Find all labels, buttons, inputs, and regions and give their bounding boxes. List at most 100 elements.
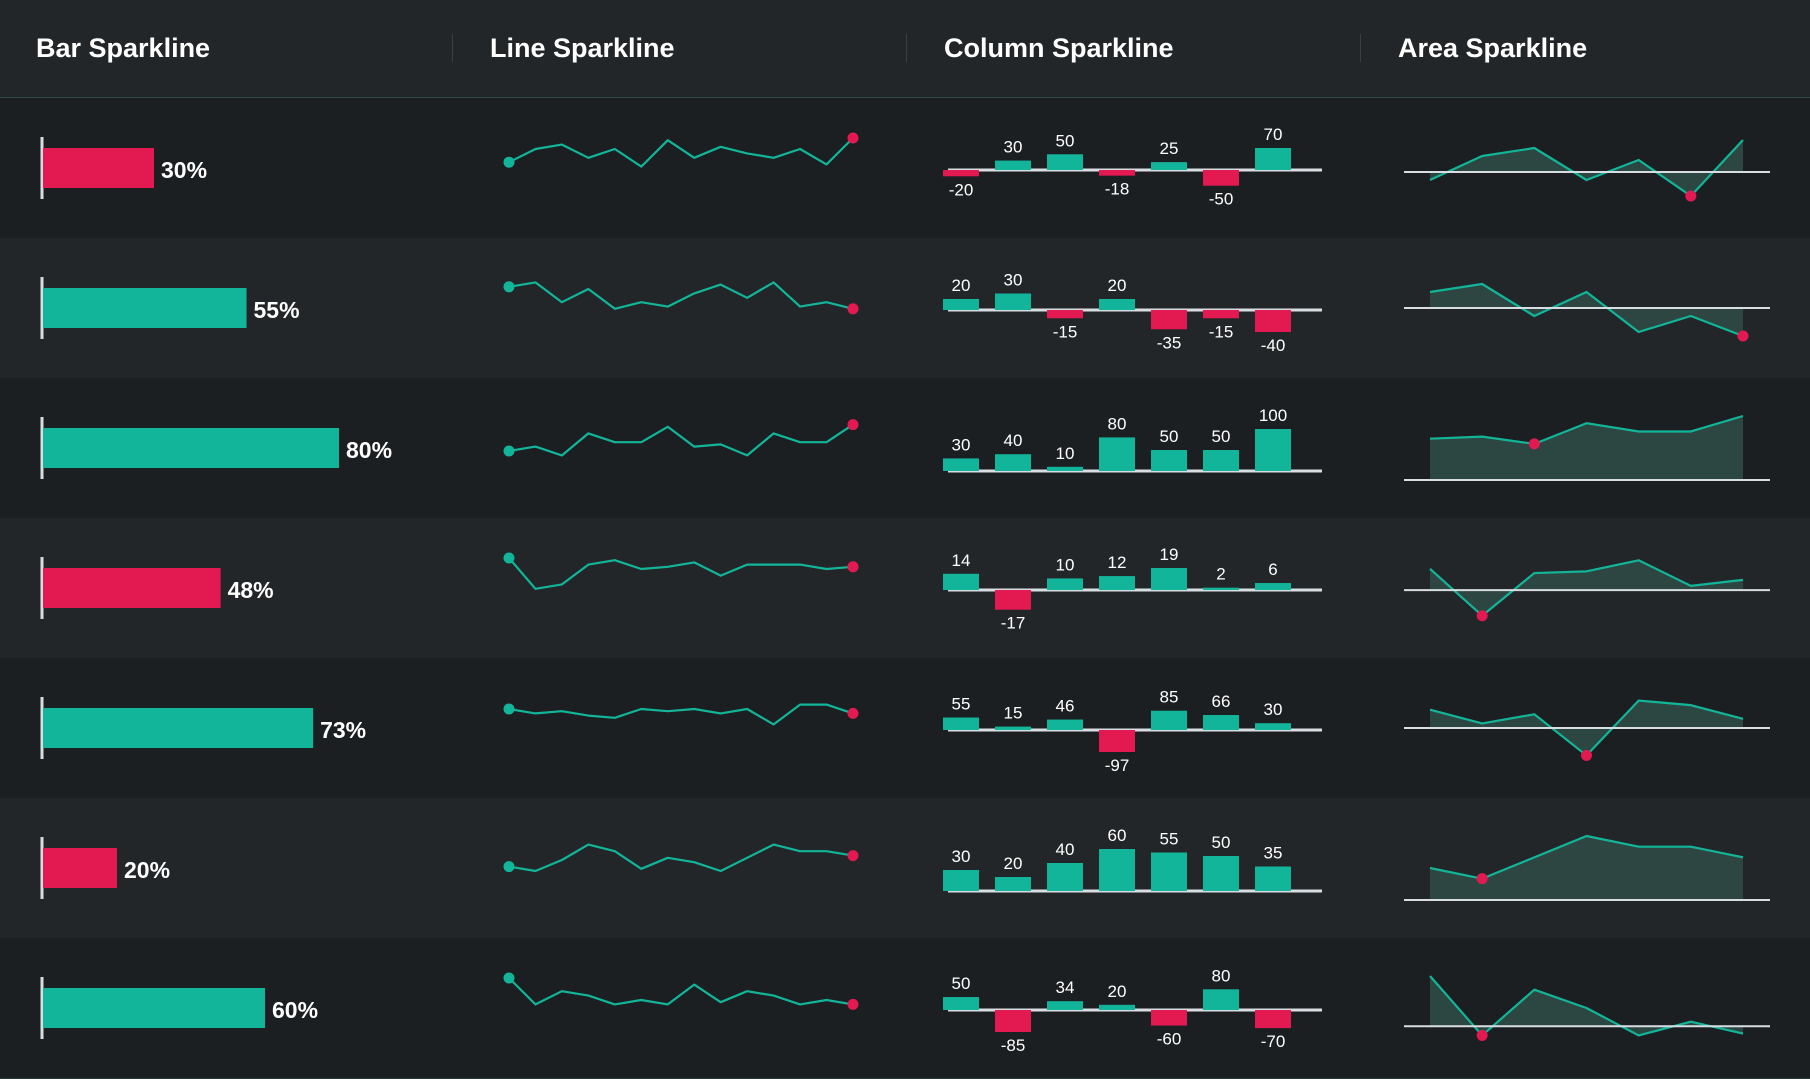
column-label: 30 (1264, 700, 1283, 719)
column-bar (1151, 568, 1187, 590)
area-marker (1737, 330, 1749, 342)
area-marker (1528, 438, 1540, 450)
area-sparkline (1404, 699, 1770, 761)
column-bar (943, 997, 979, 1010)
bar-label: 60% (272, 997, 318, 1023)
column-bar (995, 590, 1031, 610)
column-label: 80 (1212, 966, 1231, 985)
column-label: 60 (1108, 826, 1127, 845)
column-label: 50 (1212, 833, 1231, 852)
column-label: 80 (1108, 414, 1127, 433)
bar (43, 288, 247, 328)
column-bar (1255, 148, 1291, 170)
column-bar (1151, 710, 1187, 730)
line-series (508, 843, 854, 873)
header-divider (1360, 34, 1361, 62)
table-row: 48% 14 -17 10 12 19 2 6 (0, 518, 1810, 659)
column-label: -18 (1105, 180, 1130, 199)
area-sparkline (1404, 414, 1770, 481)
column-bar (1203, 170, 1239, 186)
bar-sparkline: 30% (40, 137, 207, 199)
line-sparkline (503, 281, 859, 315)
bar-label: 30% (161, 157, 207, 183)
column-label: -15 (1209, 322, 1234, 341)
column-bar (1255, 1010, 1291, 1029)
column-label: -15 (1053, 322, 1078, 341)
column-label: -85 (1001, 1036, 1026, 1055)
bar-label: 80% (346, 437, 392, 463)
column-label: -35 (1157, 333, 1182, 352)
area-fill (1430, 976, 1743, 1036)
start-marker (503, 861, 515, 873)
start-marker (503, 703, 515, 715)
bar-sparkline: 48% (40, 557, 274, 619)
column-label: 25 (1160, 139, 1179, 158)
area-line (1429, 282, 1744, 338)
bar (43, 708, 314, 748)
bar-label: 20% (124, 857, 170, 883)
area-fill (1430, 140, 1743, 196)
column-label: 30 (952, 847, 971, 866)
column-bar (1203, 715, 1239, 730)
header-divider (452, 34, 453, 62)
line-sparkline (503, 419, 859, 457)
column-label: 34 (1056, 978, 1075, 997)
column-bar (995, 726, 1031, 730)
column-bar (1099, 437, 1135, 471)
column-bar (1047, 1001, 1083, 1010)
column-bar (995, 1010, 1031, 1032)
column-bar (1255, 429, 1291, 471)
bar-label: 73% (320, 717, 366, 743)
bar-label: 55% (254, 297, 300, 323)
area-sparkline (1404, 282, 1770, 342)
header-area-sparkline: Area Sparkline (1398, 33, 1588, 63)
end-marker (847, 998, 859, 1010)
column-label: -20 (949, 180, 974, 199)
area-sparkline (1404, 139, 1770, 202)
column-label: 20 (1108, 276, 1127, 295)
area-fill (1430, 836, 1743, 900)
column-label: 30 (1004, 138, 1023, 157)
end-marker (847, 561, 859, 573)
column-bar (1203, 989, 1239, 1010)
column-sparkline: 30 20 40 60 55 50 35 (943, 826, 1322, 893)
header-divider (906, 34, 907, 62)
bar (43, 428, 339, 468)
column-label: 19 (1160, 545, 1179, 564)
area-sparkline (1404, 834, 1770, 901)
column-bar (1203, 856, 1239, 891)
column-sparkline: -20 30 50 -18 25 -50 70 (943, 125, 1322, 209)
column-label: 40 (1056, 840, 1075, 859)
line-series (508, 281, 854, 310)
end-marker (847, 707, 859, 719)
line-sparkline (503, 703, 859, 726)
column-label: 35 (1264, 844, 1283, 863)
column-bar (1255, 310, 1291, 332)
column-label: 14 (952, 551, 971, 570)
column-bar (1255, 723, 1291, 730)
column-bar (1151, 450, 1187, 471)
column-sparkline: 50 -85 34 20 -60 80 -70 (943, 966, 1322, 1055)
line-series (508, 557, 854, 590)
end-marker (847, 303, 859, 315)
area-line (1429, 414, 1744, 445)
start-marker (503, 552, 515, 564)
column-sparkline: 30 40 10 80 50 50 100 (943, 406, 1322, 473)
column-sparkline: 55 15 46 -97 85 66 30 (943, 688, 1322, 775)
column-bar (995, 454, 1031, 471)
area-marker (1685, 190, 1697, 202)
table-row: 20% 30 20 40 60 55 50 35 (0, 798, 1810, 939)
column-bar (995, 877, 1031, 891)
area-marker (1476, 873, 1488, 885)
bar (43, 148, 154, 188)
bar-sparkline: 80% (40, 417, 392, 479)
column-bar (1047, 466, 1083, 471)
start-marker (503, 445, 515, 457)
column-label: 55 (952, 695, 971, 714)
column-bar (943, 299, 979, 310)
column-label: 66 (1212, 692, 1231, 711)
bar-sparkline: 20% (40, 837, 170, 899)
column-label: 85 (1160, 688, 1179, 707)
bar-sparkline: 60% (40, 977, 318, 1039)
